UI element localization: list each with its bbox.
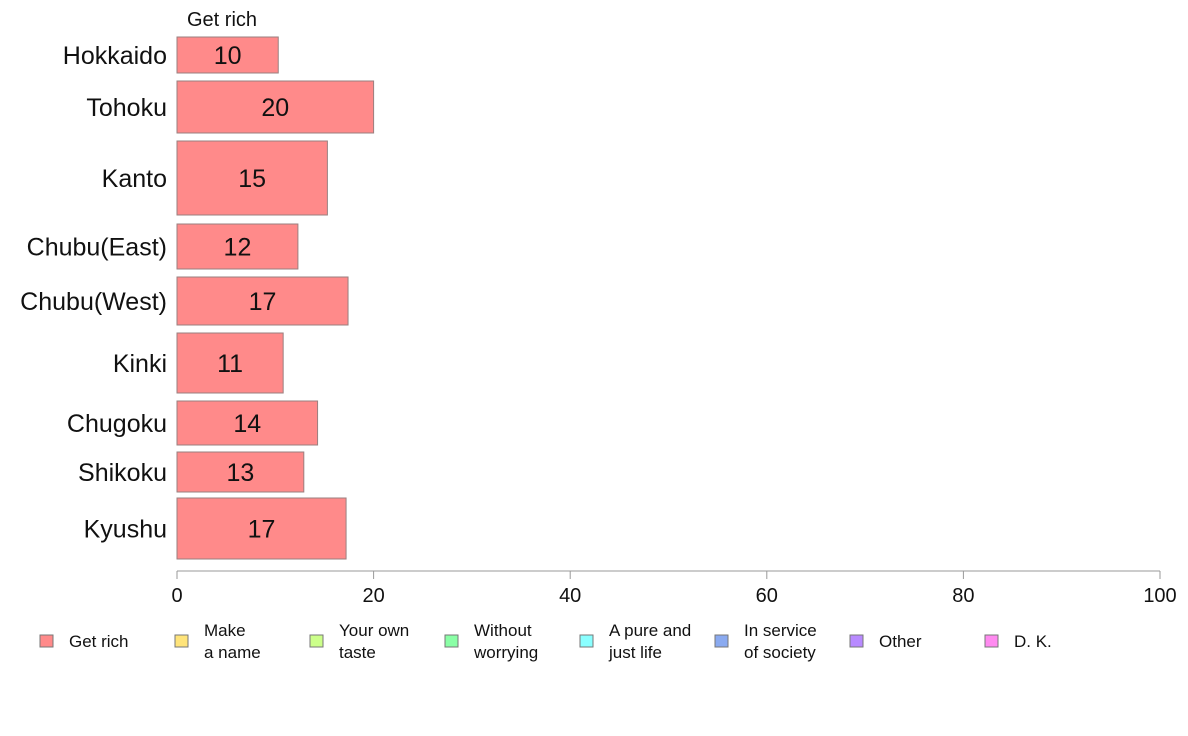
x-tick-label: 80 [952, 585, 974, 607]
category-label: Chubu(East) [27, 234, 167, 262]
legend-swatch [444, 634, 459, 648]
legend-label: A pure and [609, 621, 691, 640]
legend: Get rich Make a name Your own taste Without wo… [39, 621, 1052, 662]
bar [176, 451, 305, 493]
category-label: Kanto [102, 165, 167, 193]
legend-swatch [579, 634, 594, 648]
x-tick-label: 40 [559, 585, 581, 607]
legend-swatch [39, 634, 54, 648]
legend-label: In service [744, 621, 817, 640]
bar-value-label: 17 [249, 288, 277, 316]
bar-value-label: 10 [214, 42, 242, 70]
category-label: Tohoku [86, 94, 167, 122]
bar [176, 332, 284, 394]
series-title: Get rich [187, 9, 257, 31]
legend-label: D. K. [1014, 632, 1052, 651]
legend-swatch [174, 634, 189, 648]
category-label: Shikoku [78, 459, 167, 487]
bar-group: Hokkaido 10 Tohoku 20 Kanto 15 Chubu(East) 12 Ch… [20, 36, 375, 560]
x-tick-label: 100 [1143, 585, 1176, 607]
legend-swatch [849, 634, 864, 648]
category-label: Chugoku [67, 410, 167, 438]
x-tick-label: 60 [756, 585, 778, 607]
bar [176, 497, 347, 560]
legend-label: Other [879, 632, 922, 651]
bar [176, 80, 375, 134]
bar-value-label: 13 [226, 459, 254, 487]
legend-label: just life [608, 643, 662, 662]
x-tick-label: 20 [362, 585, 384, 607]
legend-label: worrying [473, 643, 538, 662]
bar-value-label: 12 [224, 234, 252, 262]
category-label: Hokkaido [63, 42, 167, 70]
bar [176, 140, 328, 216]
bar-value-label: 11 [217, 350, 243, 378]
bar-value-label: 17 [248, 516, 276, 544]
bar [176, 276, 349, 326]
legend-label: Get rich [69, 632, 129, 651]
bar-value-label: 15 [238, 165, 266, 193]
legend-label: of society [744, 643, 816, 662]
category-label: Chubu(West) [20, 288, 167, 316]
legend-swatch [309, 634, 324, 648]
category-label: Kyushu [84, 516, 167, 544]
legend-label: a name [204, 643, 261, 662]
legend-label: taste [339, 643, 376, 662]
bar [176, 223, 299, 270]
x-tick-label: 0 [171, 585, 182, 607]
bar-value-label: 20 [261, 94, 289, 122]
legend-label: Make [204, 621, 246, 640]
bar [176, 36, 279, 74]
bar [176, 400, 319, 446]
x-axis: 0 20 40 60 80 100 [171, 570, 1177, 607]
category-label: Kinki [113, 350, 167, 378]
legend-swatch [984, 634, 999, 648]
legend-label: Your own [339, 621, 409, 640]
legend-swatch [714, 634, 729, 648]
legend-label: Without [474, 621, 532, 640]
bar-value-label: 14 [233, 410, 261, 438]
